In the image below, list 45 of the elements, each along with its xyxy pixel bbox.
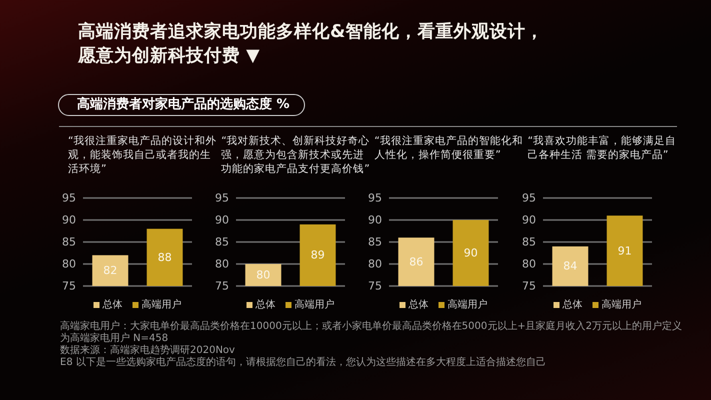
y-tick-label: 90 [522,214,536,226]
legend-label: 高端用户 [448,298,488,310]
y-tick-label: 80 [522,258,536,270]
y-tick-label: 80 [62,258,76,270]
text: 高端家电用户：大家电单价最高品类价格在10000元以上；或者小家电单价最高品类价格在5000元以上+且家庭月收入2万元以上的用户定义为高端家电用户 N=458 [60,321,684,344]
data-label: 88 [158,250,172,264]
legend-label: 总体 [408,298,429,310]
y-tick-label: 95 [368,192,382,204]
y-tick-label: 75 [215,280,230,292]
y-tick-label: 95 [62,192,76,204]
y-tick-label: 80 [215,258,230,270]
source-note: 数据来源：高端家电趋势调研2020Nov [60,345,236,356]
data-label: 82 [103,264,118,278]
y-tick-label: 75 [368,280,382,292]
legend-label: 高端用户 [142,298,182,310]
legend-label: 高端用户 [601,298,642,310]
data-label: 84 [562,260,577,273]
y-tick-label: 90 [368,214,382,226]
chart-title: “我很注重家电产品的智能化和人性化，操作简便很重要” [374,134,524,162]
text: E8 以下是一些选购家电产品态度的语句，请根据您自己的看法，您认为这些描述在多大程度上适合描述您自己 [60,357,547,369]
y-tick-label: 85 [215,236,230,248]
chart-title: “我很注重家电产品的设计和外观，能装饰我自己或者我的生活环境” [68,134,218,176]
data-label: 91 [617,244,632,258]
y-tick-label: 85 [522,236,536,248]
y-tick-label: 75 [62,280,76,292]
legend-label: 总体 [254,298,276,310]
chart-title: “我对新技术、创新科技好奇心强，愿意为包含新技术或先进功能的家电产品支付更高价钱” [221,134,371,176]
y-tick-label: 85 [62,236,76,248]
y-tick-label: 95 [215,192,230,204]
data-label: 89 [310,248,325,262]
legend-label: 总体 [561,298,582,310]
text: 高端消费者追求家电功能多样化&智能化，看重外观设计，愿意为创新科技付费 ▼ [78,20,544,68]
y-tick-label: 95 [522,192,536,204]
text: 高端消费者对家电产品的选购态度 % [58,94,305,116]
data-label: 86 [410,255,424,268]
data-label: 80 [256,268,270,282]
y-tick-label: 90 [215,214,230,226]
data-label: 90 [464,246,478,260]
legend-label: 高端用户 [294,298,335,310]
legend-label: 总体 [102,298,122,310]
y-tick-label: 85 [368,236,382,248]
y-tick-label: 90 [62,214,76,226]
chart-title: “我喜欢功能丰富，能够满足自己各种生活 需要的家电产品” [528,134,678,162]
y-tick-label: 75 [522,280,536,292]
y-tick-label: 80 [368,258,382,270]
